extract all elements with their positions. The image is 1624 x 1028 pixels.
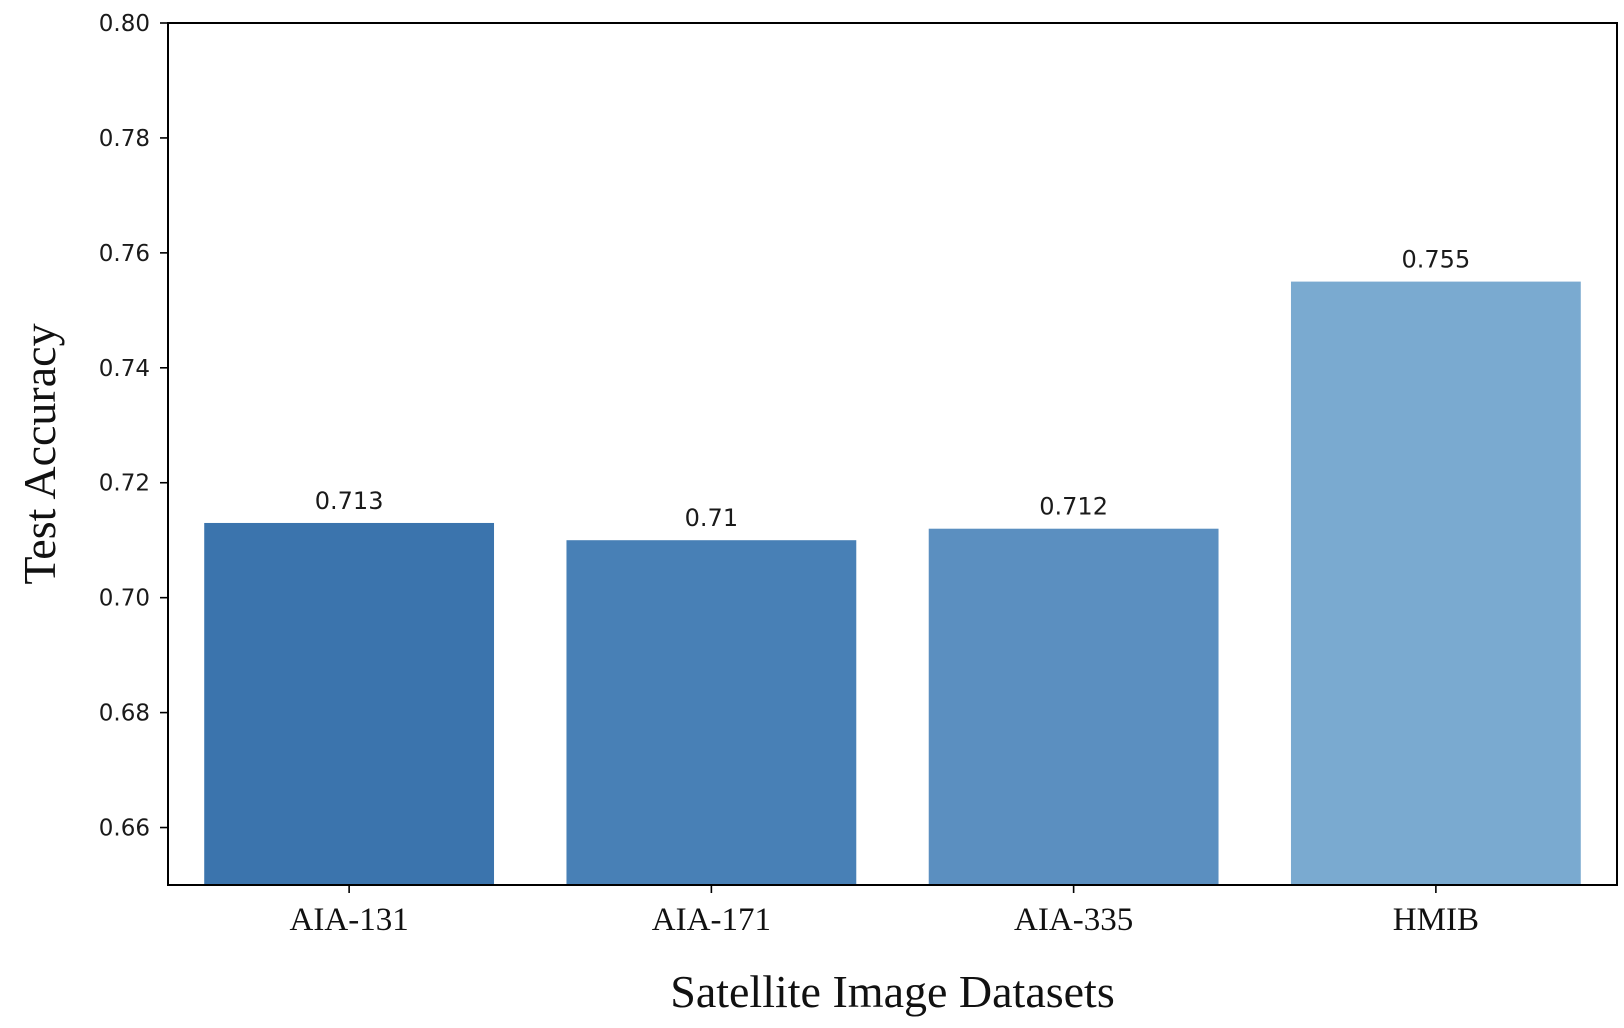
bar-hmib xyxy=(1290,281,1581,886)
value-label: 0.755 xyxy=(1402,246,1471,274)
y-tick-label: 0.80 xyxy=(99,11,150,37)
value-labels: 0.713 0.71 0.712 0.755 xyxy=(315,246,1470,533)
x-tick-label: AIA-131 xyxy=(290,902,409,938)
x-axis-title: Satellite Image Datasets xyxy=(670,966,1115,1017)
plot-frame xyxy=(167,22,1618,886)
y-tick-label: 0.70 xyxy=(99,586,150,612)
y-tick-label: 0.72 xyxy=(99,471,150,497)
x-tick-label: AIA-335 xyxy=(1014,902,1133,938)
value-label: 0.712 xyxy=(1039,493,1108,521)
value-label: 0.713 xyxy=(315,487,384,515)
x-tick-label: AIA-171 xyxy=(652,902,771,938)
x-axis: AIA-131 AIA-171 AIA-335 HMIB xyxy=(290,885,1479,938)
value-label: 0.71 xyxy=(685,504,738,532)
bar-aia-335 xyxy=(928,528,1219,885)
bar-aia-171 xyxy=(566,540,857,885)
y-axis-title: Test Accuracy xyxy=(14,323,65,584)
y-tick-label: 0.74 xyxy=(99,356,150,382)
y-tick-label: 0.66 xyxy=(99,816,150,842)
bars-layer xyxy=(204,281,1581,886)
y-tick-label: 0.78 xyxy=(99,126,150,152)
y-axis: 0.66 0.68 0.70 0.72 0.74 0.76 0.78 0.80 xyxy=(99,11,168,842)
x-tick-label: HMIB xyxy=(1393,902,1479,938)
bar-aia-131 xyxy=(204,522,495,885)
y-tick-label: 0.68 xyxy=(99,701,150,727)
y-tick-label: 0.76 xyxy=(99,241,150,267)
